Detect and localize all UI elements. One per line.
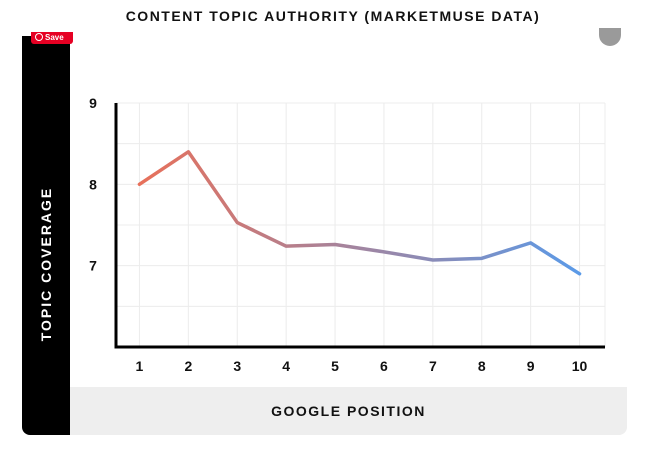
x-tick-label: 6 [380,358,388,374]
x-tick-label: 8 [478,358,486,374]
y-tick-label: 8 [89,176,97,192]
x-tick-label: 2 [184,358,192,374]
x-tick-label: 4 [282,358,290,374]
x-tick-label: 10 [572,358,588,374]
x-tick-label: 7 [429,358,437,374]
x-axis-label: GOOGLE POSITION [271,403,426,419]
x-axis-band: GOOGLE POSITION [70,387,627,435]
series-line [137,150,582,276]
x-tick-label: 9 [527,358,535,374]
pinterest-icon [35,33,43,41]
y-tick-label: 9 [89,95,97,111]
corner-icon[interactable] [599,28,621,46]
y-tick-label: 7 [89,258,97,274]
pinterest-save-button[interactable]: Save [31,32,73,44]
chart-title: CONTENT TOPIC AUTHORITY (MARKETMUSE DATA… [125,8,541,24]
save-label: Save [45,33,64,42]
x-tick-label: 5 [331,358,339,374]
x-tick-label: 3 [233,358,241,374]
x-tick-label: 1 [136,358,144,374]
y-axis-band: TOPIC COVERAGE [22,36,70,435]
